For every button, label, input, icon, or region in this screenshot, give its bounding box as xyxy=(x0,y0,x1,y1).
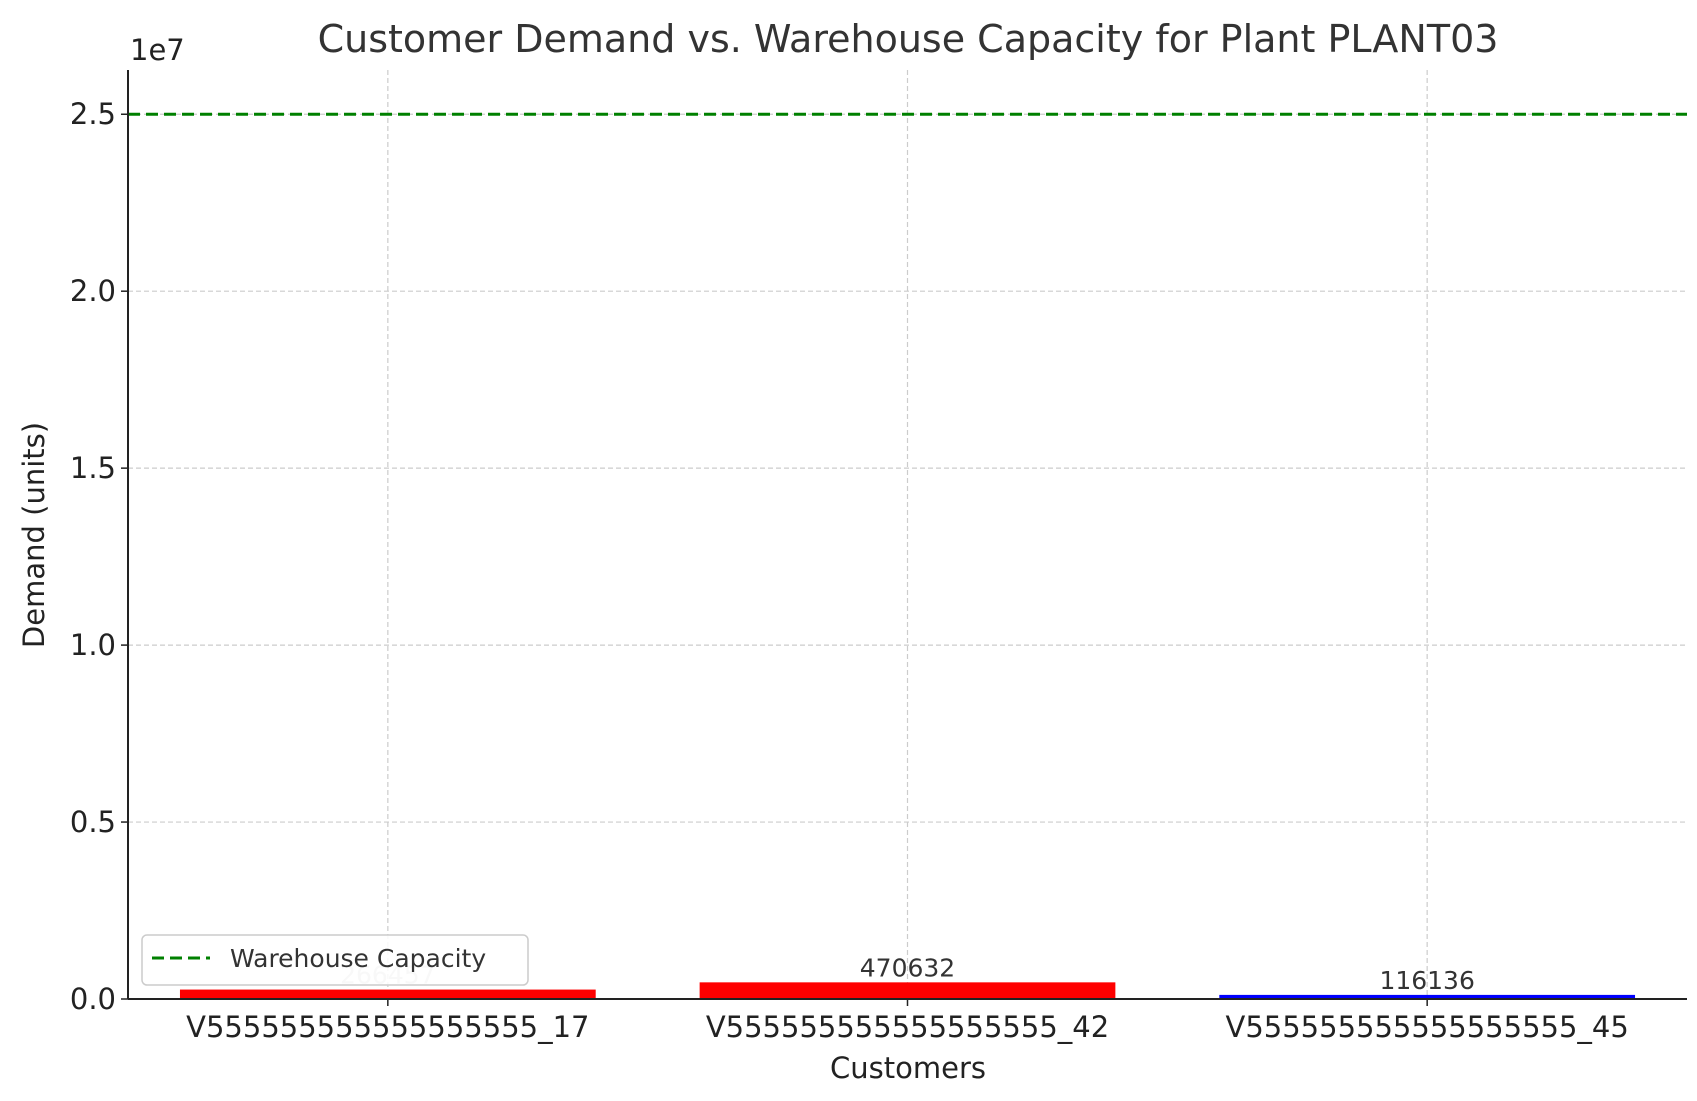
y-offset-label: 1e7 xyxy=(130,33,185,67)
legend: Warehouse Capacity xyxy=(141,934,529,986)
x-tick-label: V555555555555555555_45 xyxy=(1225,1010,1628,1044)
x-axis-title: Customers xyxy=(830,1051,986,1085)
bar xyxy=(699,982,1116,999)
y-tick-label: 2.0 xyxy=(70,274,116,308)
y-tick-label: 1.5 xyxy=(70,451,116,485)
bar xyxy=(179,989,596,999)
y-tick-label: 1.0 xyxy=(70,628,116,662)
chart-title: Customer Demand vs. Warehouse Capacity f… xyxy=(318,17,1499,61)
bar-value-label: 116136 xyxy=(1379,966,1474,995)
x-tick-label: V555555555555555555_42 xyxy=(706,1010,1109,1044)
y-tick-label: 0.0 xyxy=(70,982,116,1016)
legend-label-warehouse-capacity: Warehouse Capacity xyxy=(230,944,486,973)
y-tick-label: 2.5 xyxy=(70,97,116,131)
bars xyxy=(179,982,1636,999)
ticks: 0.0 0.5 1.0 1.5 2.0 2.5 V555555555555555555_17… xyxy=(70,97,1629,1044)
grid xyxy=(128,70,1687,999)
y-axis-title: Demand (units) xyxy=(17,422,51,648)
legend-box xyxy=(141,934,529,986)
y-tick-label: 0.5 xyxy=(70,805,116,839)
bar xyxy=(1219,994,1636,999)
x-tick-label: V555555555555555555_17 xyxy=(186,1010,589,1044)
bar-value-label: 470632 xyxy=(860,953,955,982)
